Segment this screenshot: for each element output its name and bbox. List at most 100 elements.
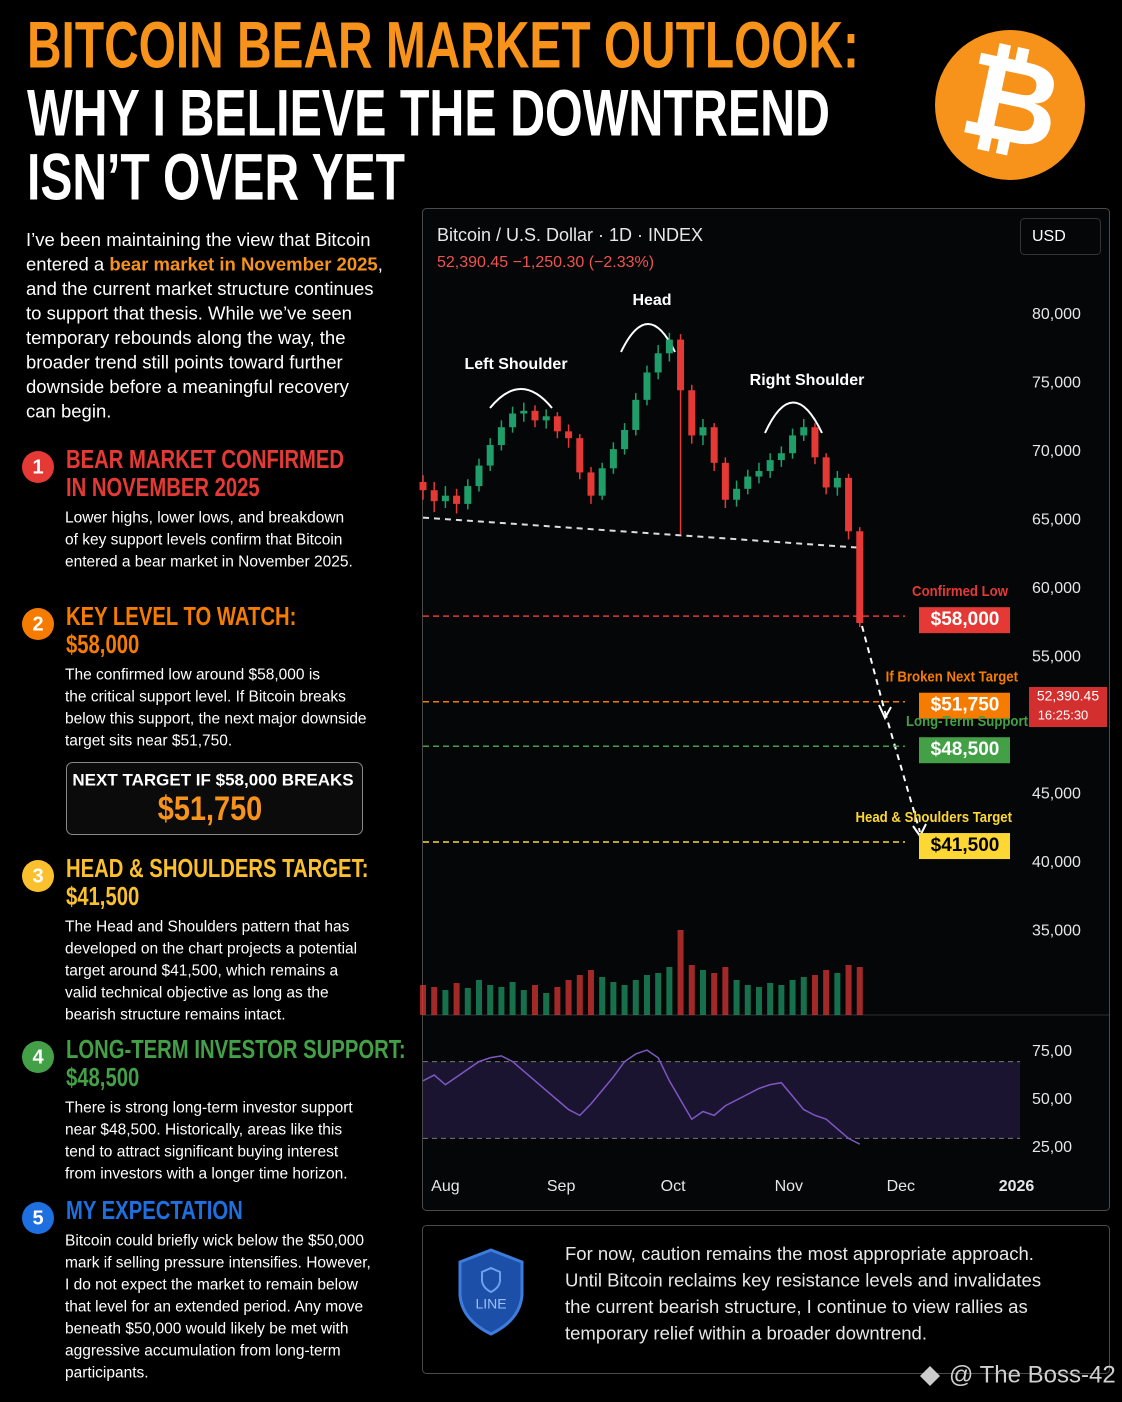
volume-bar xyxy=(699,970,706,1015)
volume-bar xyxy=(632,980,639,1015)
section-title: MY EXPECTATION xyxy=(66,1195,243,1224)
candle-body xyxy=(621,429,629,450)
section-badge xyxy=(22,860,54,892)
candle-body xyxy=(721,462,729,500)
level-name: Long-Term Support xyxy=(906,712,1028,729)
price-tag xyxy=(1029,687,1107,727)
section-body: The Head and Shoulders pattern that has xyxy=(65,919,350,936)
candle-body xyxy=(464,486,472,504)
candle-body xyxy=(609,449,617,469)
intro-line: entered a bear market in November 2025, xyxy=(26,253,383,274)
section-title: $58,000 xyxy=(66,629,139,658)
countdown: 16:25:30 xyxy=(1038,707,1089,722)
callout-box xyxy=(66,762,363,835)
section-body: the critical support level. If Bitcoin b… xyxy=(65,689,346,706)
volume-bar xyxy=(811,975,818,1015)
intro-line: and the current market structure continu… xyxy=(26,278,374,299)
pattern-label: Right Shoulder xyxy=(750,372,865,389)
candle-body xyxy=(520,410,528,414)
section-body: Bitcoin could briefly wick below the $50… xyxy=(65,1233,364,1250)
section-title: LONG-TERM INVESTOR SUPPORT: xyxy=(66,1034,406,1063)
candle-body xyxy=(576,438,584,473)
badge-text: LINE xyxy=(475,1296,506,1312)
volume-bar xyxy=(587,970,594,1015)
rsi-tick-label: 50,00 xyxy=(1032,1091,1072,1108)
candle-body xyxy=(665,339,673,354)
pattern-label: Left Shoulder xyxy=(464,356,567,373)
section-title: KEY LEVEL TO WATCH: xyxy=(66,601,296,630)
chart-panel xyxy=(422,208,1110,1211)
intro-line: can begin. xyxy=(26,400,111,421)
volume-bar xyxy=(755,987,762,1015)
volume-bar xyxy=(610,982,617,1015)
section-body: beneath $50,000 would likely be met with xyxy=(65,1321,349,1338)
y-tick-label: 35,000 xyxy=(1032,922,1081,939)
candle-body xyxy=(598,468,606,496)
candle-body xyxy=(811,427,819,458)
volume-bar xyxy=(744,985,751,1015)
candle-body xyxy=(744,476,752,489)
volume-bar xyxy=(800,977,807,1015)
volume-bar xyxy=(845,965,852,1015)
volume-bar xyxy=(453,983,460,1015)
watermark-icon xyxy=(920,1366,940,1386)
candle-body xyxy=(509,413,517,428)
volume-bar xyxy=(464,988,471,1015)
level-name: If Broken Next Target xyxy=(886,668,1019,685)
section-title: $41,500 xyxy=(66,881,139,910)
candle-body xyxy=(845,477,853,532)
section-body: participants. xyxy=(65,1365,149,1382)
intro-text: to support that thesis. While we’ve seen xyxy=(26,302,352,323)
projection-arrow xyxy=(861,625,921,833)
section-body: that level for an extended period. Any m… xyxy=(65,1299,363,1316)
volume-bar xyxy=(498,987,505,1015)
volume-bar xyxy=(677,930,684,1015)
level-name: Head & Shoulders Target xyxy=(855,808,1012,825)
volume-bar xyxy=(711,973,718,1015)
intro-text: can begin. xyxy=(26,400,111,421)
candle-body xyxy=(553,416,561,432)
bitcoin-logo xyxy=(935,30,1085,180)
callout-label: NEXT TARGET IF $58,000 BREAKS xyxy=(72,770,353,789)
candle-body xyxy=(632,399,640,430)
volume-bar xyxy=(655,973,662,1015)
x-tick-label: Dec xyxy=(887,1178,915,1195)
x-tick-label: Sep xyxy=(547,1178,576,1195)
candle-body xyxy=(441,495,449,502)
volume-bar xyxy=(420,985,426,1015)
watermark: @ The Boss-42 xyxy=(949,1361,1116,1388)
level-tag xyxy=(919,692,1010,719)
x-tick-label: Oct xyxy=(661,1178,686,1195)
level-label: $58,000 xyxy=(931,609,1000,630)
candle-body xyxy=(822,457,830,488)
section-body: The confirmed low around $58,000 is xyxy=(65,667,320,684)
level-tag xyxy=(919,607,1010,634)
candle-body xyxy=(833,477,841,488)
candle-body xyxy=(497,427,505,446)
candle-body xyxy=(565,431,573,439)
candle-body xyxy=(699,427,707,436)
section-body: I do not expect the market to remain bel… xyxy=(65,1277,359,1294)
candle-body xyxy=(453,495,461,504)
level-tag xyxy=(919,833,1010,860)
section-body: mark if selling pressure intensifies. Ho… xyxy=(65,1255,371,1272)
chart-subtitle: 52,390.45 −1,250.30 (−2.33%) xyxy=(437,254,654,271)
level-tag xyxy=(919,737,1010,764)
candle-body xyxy=(486,445,494,466)
section-body: near $48,500. Historically, areas like t… xyxy=(65,1122,342,1139)
section-title: BEAR MARKET CONFIRMED xyxy=(66,444,344,473)
section-badge xyxy=(22,1041,54,1073)
volume-bar xyxy=(823,970,830,1015)
level-label: $48,500 xyxy=(931,739,1000,760)
currency: USD xyxy=(1032,228,1066,245)
intro-text: and the current market structure continu… xyxy=(26,278,374,299)
section-number: 1 xyxy=(32,456,43,478)
section-body: bearish structure remains intact. xyxy=(65,1007,286,1024)
section-body: entered a bear market in November 2025. xyxy=(65,554,353,571)
section-title: $48,500 xyxy=(66,1062,139,1091)
candle-body xyxy=(789,435,797,454)
level-label: $41,500 xyxy=(931,835,1000,856)
volume-bar xyxy=(778,985,785,1015)
candle-body xyxy=(688,390,696,436)
section-body: target sits near $51,750. xyxy=(65,733,232,750)
